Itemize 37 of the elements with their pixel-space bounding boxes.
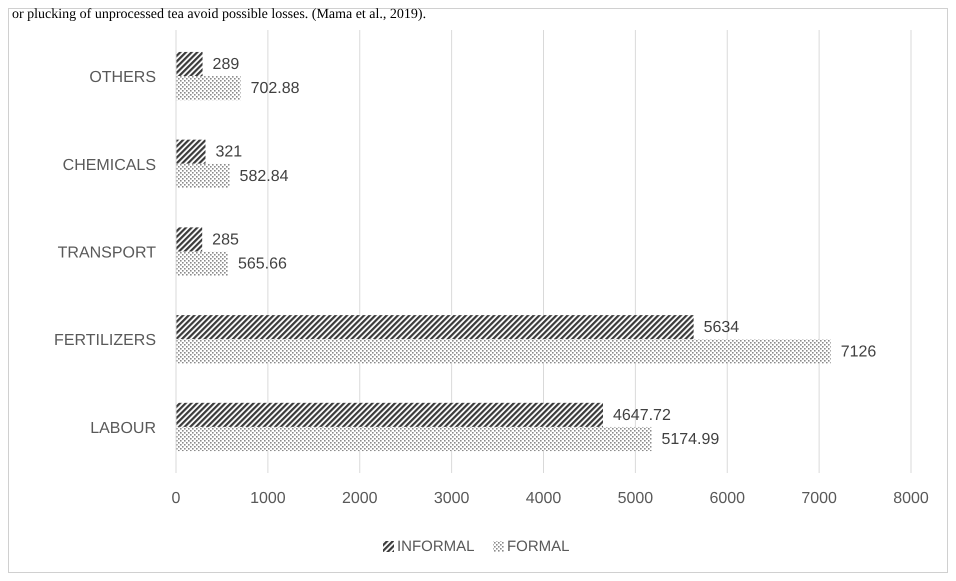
legend-label: INFORMAL xyxy=(397,538,475,555)
bar xyxy=(176,52,203,76)
text: or plucking of unprocessed tea avoid possible losses. (Mama et al., 2019). xyxy=(12,7,426,22)
data-label: 289 xyxy=(212,56,240,73)
data-label: 702.88 xyxy=(250,80,300,98)
data-label: 5634 xyxy=(704,319,740,336)
x-tick-label: 0 xyxy=(172,490,181,507)
data-label: 5174.99 xyxy=(661,431,720,448)
bar xyxy=(176,140,206,164)
bar xyxy=(176,315,694,340)
data-label: 285 xyxy=(212,231,239,248)
x-tick-label: 1000 xyxy=(250,490,286,507)
bar xyxy=(176,76,241,100)
bar xyxy=(176,227,202,252)
legend-label: FORMAL xyxy=(507,538,570,555)
data-label: 4647.72 xyxy=(613,406,671,424)
x-tick-label: 8000 xyxy=(893,490,929,507)
y-tick-label: FERTILIZERS xyxy=(54,332,156,350)
x-tick-label: 7000 xyxy=(801,490,838,507)
data-label: 565.66 xyxy=(238,256,288,273)
x-tick-label: 6000 xyxy=(709,490,746,507)
bar xyxy=(176,252,228,276)
bar xyxy=(176,339,831,364)
bar xyxy=(176,164,230,188)
x-tick-label: 2000 xyxy=(342,490,378,507)
y-tick-label: LABOUR xyxy=(90,420,156,437)
x-tick-label: 3000 xyxy=(434,490,470,507)
y-tick-label: OTHERS xyxy=(89,69,156,86)
y-tick-label: CHEMICALS xyxy=(62,156,156,174)
x-tick-label: 4000 xyxy=(526,490,562,507)
y-tick-label: TRANSPORT xyxy=(58,244,156,262)
bar xyxy=(176,402,604,427)
data-label: 7126 xyxy=(840,343,876,360)
bar xyxy=(176,426,652,452)
x-tick-label: 5000 xyxy=(618,490,654,507)
data-label: 321 xyxy=(215,144,242,161)
data-label: 582.84 xyxy=(240,168,289,185)
